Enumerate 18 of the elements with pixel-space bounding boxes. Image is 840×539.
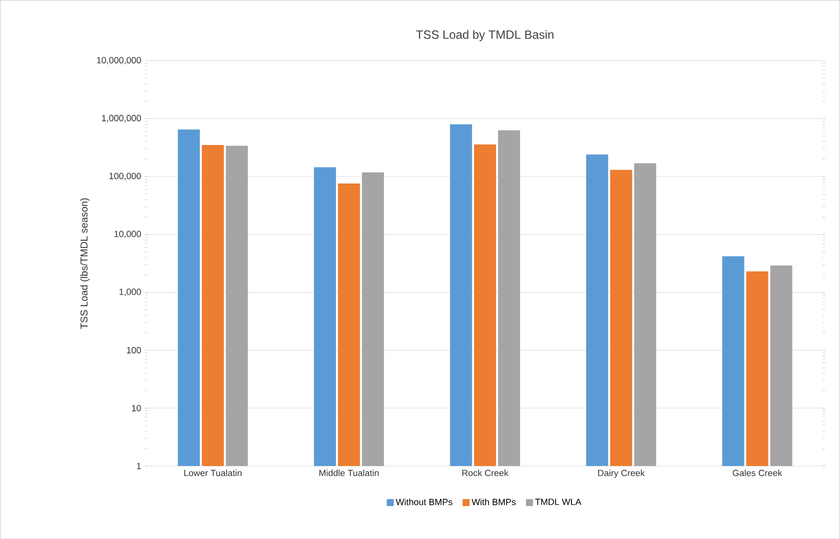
- y-tick-label: 1,000: [120, 288, 141, 296]
- y-tick-label: 1: [136, 463, 141, 470]
- y-tick-label: 10,000: [114, 230, 141, 238]
- y-tick-label: 10,000,000: [97, 57, 141, 65]
- chart-title: TSS Load by TMDL Basin: [416, 30, 554, 42]
- legend-label: With BMPs: [472, 498, 516, 506]
- x-tick-label: Gales Creek: [732, 470, 782, 476]
- y-tick-label: 10: [132, 405, 141, 412]
- y-axis-title: TSS Load (lbs/TMDL season): [80, 198, 90, 329]
- y-tick-label: 1,000,000: [102, 115, 141, 122]
- y-tick-label: 100,000: [110, 172, 141, 180]
- x-tick-label: Rock Creek: [462, 470, 508, 476]
- legend-label: TMDL WLA: [535, 498, 582, 506]
- x-tick-label: Middle Tualatin: [319, 470, 379, 476]
- y-tick-label: 100: [127, 347, 141, 354]
- x-tick-label: Dairy Creek: [598, 470, 645, 478]
- x-tick-label: Lower Tualatin: [184, 470, 242, 476]
- legend-label: Without BMPs: [396, 498, 452, 506]
